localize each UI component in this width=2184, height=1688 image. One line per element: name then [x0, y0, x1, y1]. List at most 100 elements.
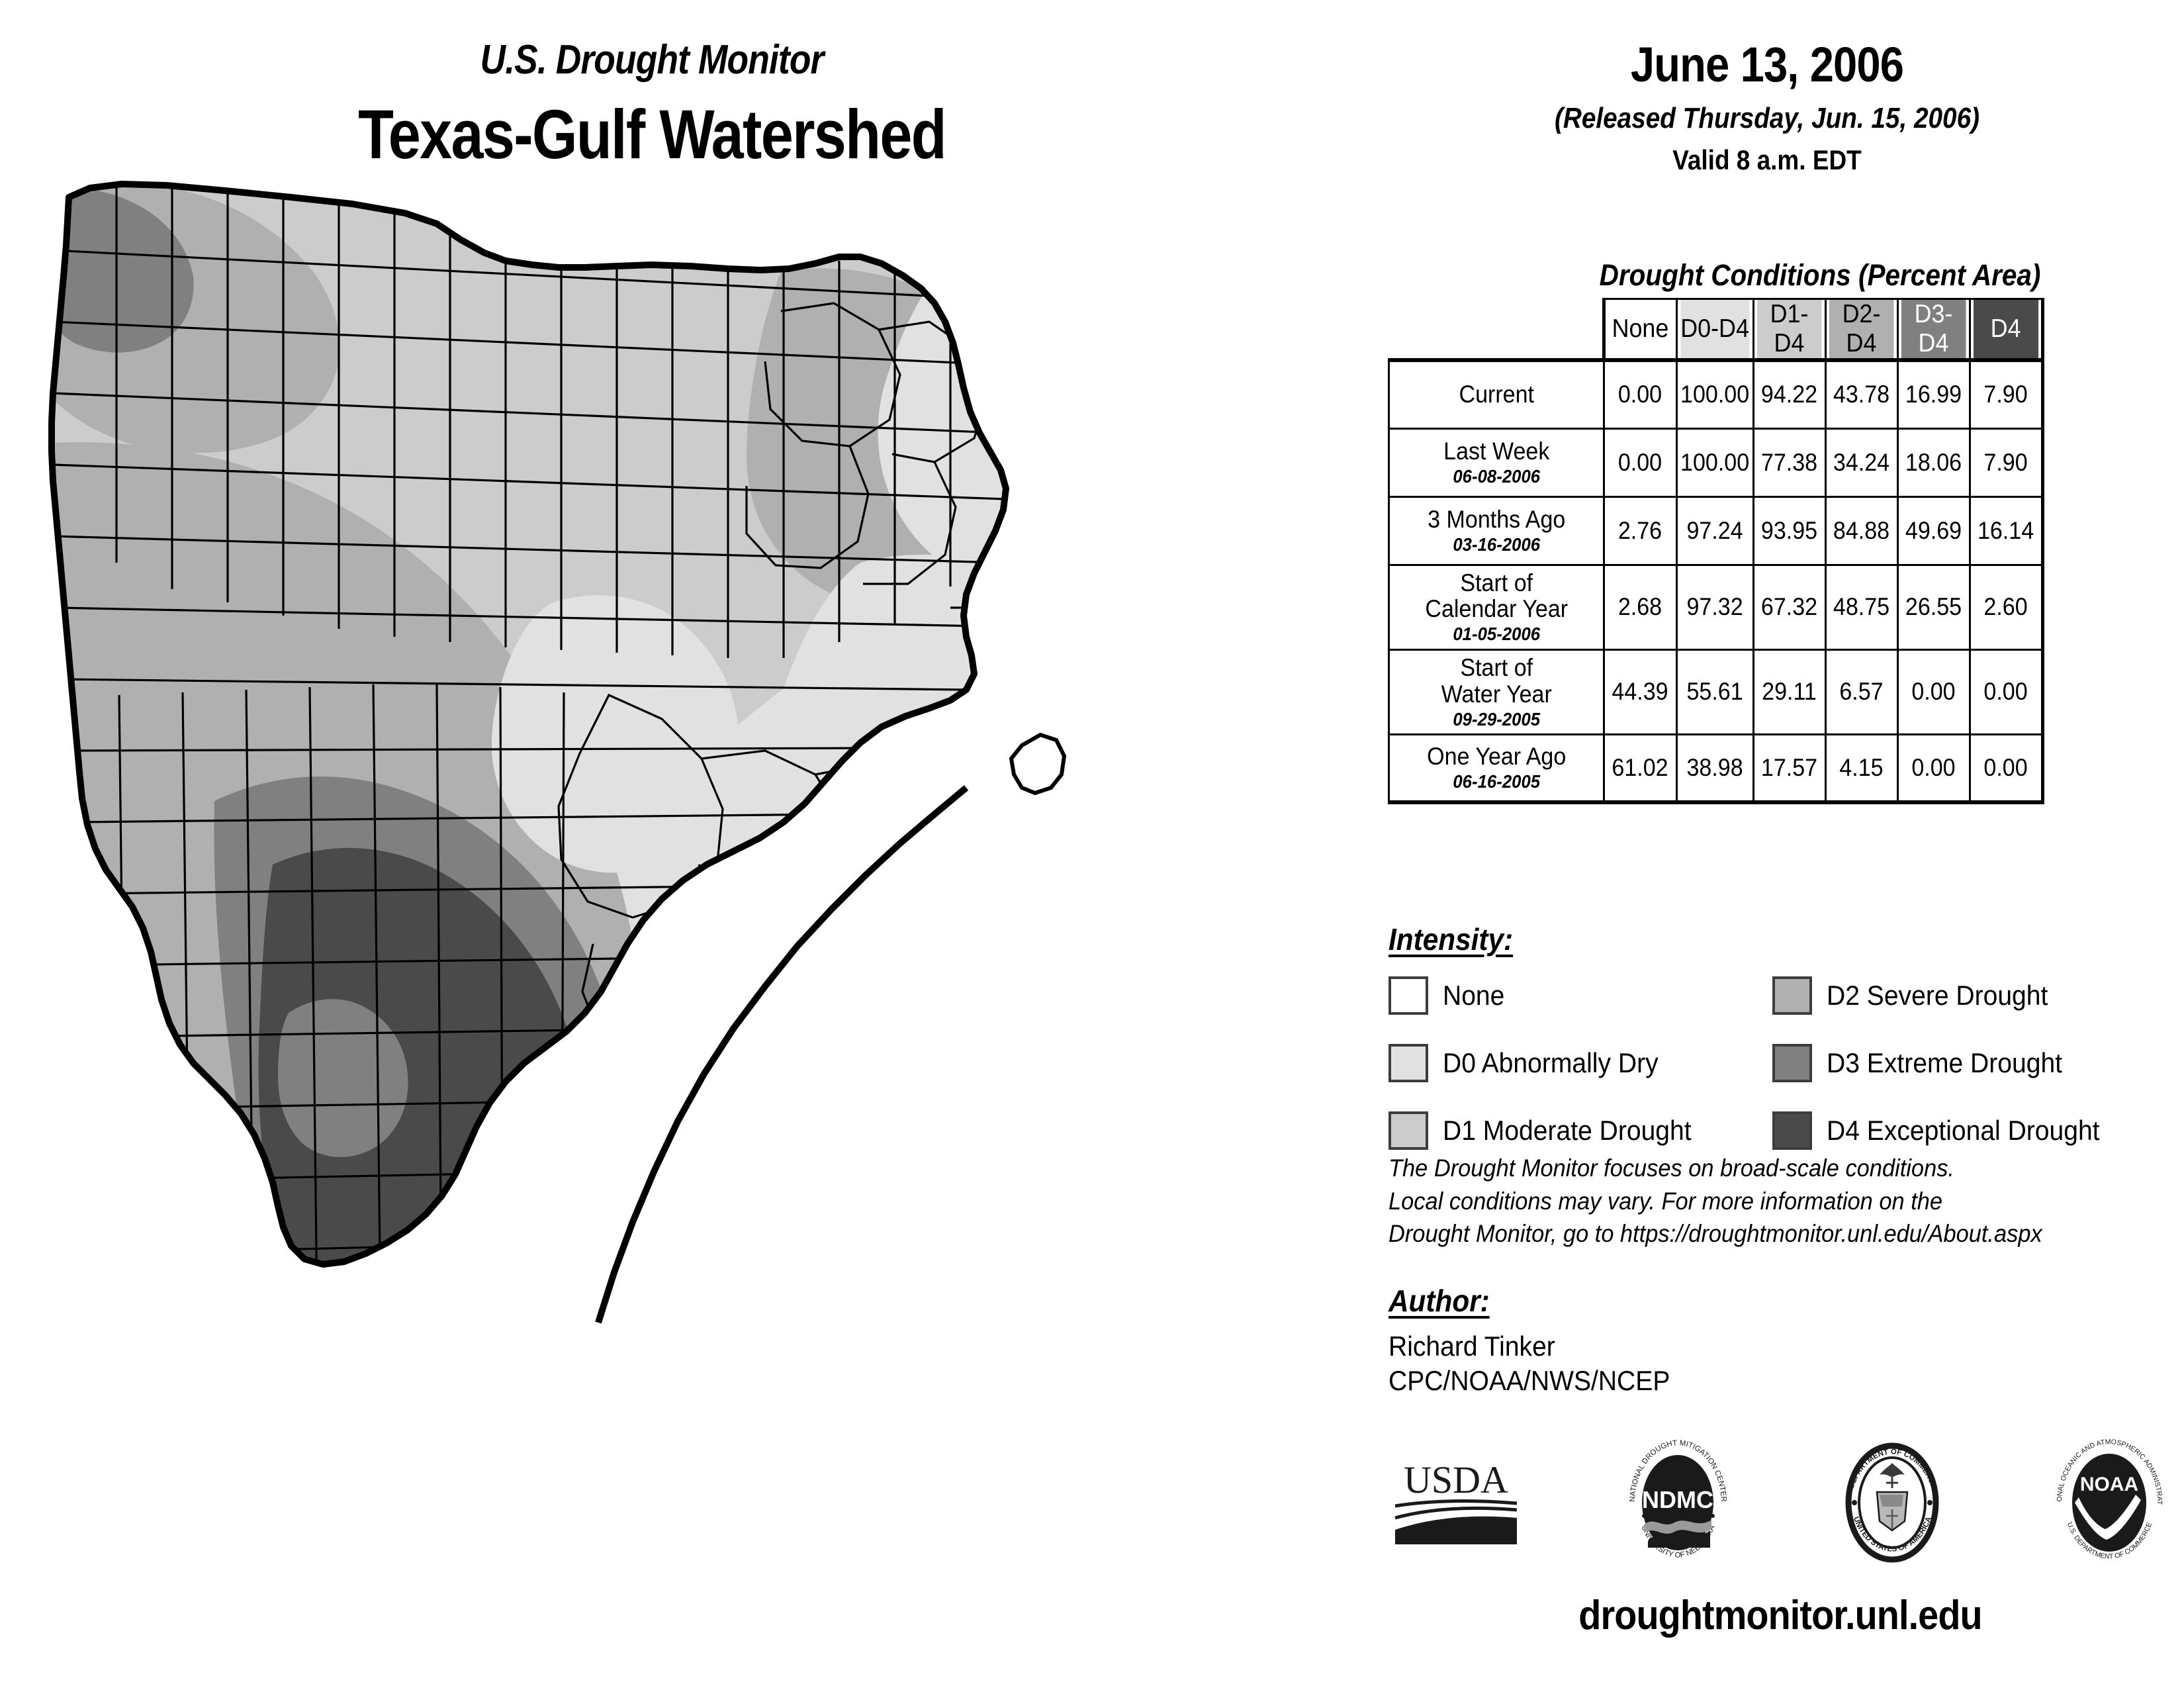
table-cell: 16.14	[1972, 495, 2042, 566]
ndmc-dot-left	[1642, 1514, 1647, 1518]
row-label: One Year Ago 06-16-2005	[1396, 733, 1596, 805]
disclaimer-line-2: Local conditions may vary. For more info…	[1388, 1187, 1943, 1215]
title-block: U.S. Drought Monitor Texas-Gulf Watershe…	[79, 36, 1224, 175]
footer-url: droughtmonitor.unl.edu	[1578, 1593, 1982, 1638]
noaa-logo: NATIONAL OCEANIC AND ATMOSPHERIC ADMINIS…	[2046, 1430, 2171, 1569]
logo-row: USDA NATIONAL DROUGHT MITIGATION CENTER …	[1390, 1430, 2171, 1569]
noaa-logo-svg: NATIONAL OCEANIC AND ATMOSPHERIC ADMINIS…	[2046, 1430, 2163, 1561]
author-affiliation: CPC/NOAA/NWS/NCEP	[1388, 1365, 1670, 1397]
legend-label: D3 Extreme Drought	[1827, 1047, 2063, 1078]
doc-eagle	[1879, 1463, 1905, 1477]
noaa-wordmark: NOAA	[2080, 1474, 2138, 1495]
row-label-date: 01-05-2006	[1452, 624, 1540, 645]
table-cell: 61.02	[1606, 733, 1674, 805]
ndmc-water-wave	[1644, 1520, 1712, 1534]
doc-logo-svg: DEPARTMENT OF COMMERCE UNITED STATES OF …	[1845, 1442, 1939, 1563]
doc-eagle-body	[1886, 1477, 1898, 1488]
ndmc-logo: NATIONAL DROUGHT MITIGATION CENTER UNIVE…	[1620, 1436, 1736, 1569]
row-label-line: Last Week	[1443, 437, 1549, 465]
table-column-header-d3-d4: D3-D4	[1899, 298, 1968, 362]
legend-label: D0 Abnormally Dry	[1443, 1047, 1659, 1078]
usda-furrow-1	[1394, 1499, 1518, 1507]
legend-label: None	[1443, 980, 1505, 1011]
row-label-line: Start of	[1459, 653, 1533, 681]
drought-shading-layers	[52, 184, 1006, 1264]
table-cell: 94.22	[1755, 358, 1824, 430]
table-cell: 100.00	[1678, 358, 1751, 430]
ndmc-dot-right	[1711, 1514, 1715, 1518]
row-label-date: 06-16-2005	[1452, 771, 1540, 792]
intensity-heading: Intensity:	[1388, 922, 1514, 957]
valid-time: Valid 8 a.m. EDT	[1672, 144, 1862, 175]
table-cell: 2.76	[1606, 495, 1674, 566]
barrier-island	[595, 785, 969, 1324]
legend-label: D1 Moderate Drought	[1443, 1115, 1692, 1146]
table-column-header-none: None	[1605, 298, 1674, 362]
page-title: Texas-Gulf Watershed	[358, 96, 946, 173]
table-cell: 0.00	[1606, 358, 1674, 430]
galveston-bay	[1009, 732, 1067, 796]
table-cell: 0.00	[1899, 648, 1968, 735]
map-svg	[48, 181, 1067, 1324]
table-cell: 93.95	[1755, 495, 1824, 566]
legend-label: D4 Exceptional Drought	[1827, 1115, 2100, 1146]
legend-entry: D3 Extreme Drought	[1772, 1039, 2183, 1087]
table-cell: 17.57	[1755, 733, 1824, 805]
table-cell: 49.69	[1899, 495, 1968, 566]
table-cell: 48.75	[1827, 563, 1896, 651]
disclaimer-text: The Drought Monitor focuses on broad-sca…	[1388, 1152, 2127, 1250]
doc-star-right	[1927, 1500, 1933, 1505]
doc-outer-ring	[1845, 1442, 1939, 1563]
table-corner-cell	[1397, 299, 1595, 361]
drought-map	[40, 165, 1337, 1423]
row-label: Start of Water Year 09-29-2005	[1396, 648, 1596, 735]
table-cell: 55.61	[1678, 648, 1751, 735]
row-label: 3 Months Ago 03-16-2006	[1396, 495, 1596, 566]
row-label-date: 06-08-2006	[1452, 465, 1540, 487]
legend-swatch	[1772, 976, 1812, 1015]
table-caption: Drought Conditions (Percent Area)	[1599, 258, 2041, 292]
table-cell: 34.24	[1827, 427, 1896, 498]
table-cell: 0.00	[1972, 733, 2042, 805]
usda-field	[1395, 1516, 1517, 1544]
issue-date: June 13, 2006	[1630, 37, 1904, 92]
table-column-header-d4: D4	[1972, 298, 2042, 362]
doc-logo: DEPARTMENT OF COMMERCE UNITED STATES OF …	[1835, 1436, 1950, 1569]
table-row: One Year Ago 06-16-2005 61.02 38.98 17.57 4.1…	[1389, 733, 2043, 805]
table-cell: 29.11	[1755, 648, 1824, 735]
table-row: 3 Months Ago 03-16-2006 2.76 97.24 93.95 84.8…	[1389, 495, 2043, 566]
legend-swatch	[1388, 1044, 1428, 1082]
table-cell: 84.88	[1827, 495, 1896, 566]
legend-swatch	[1772, 1111, 1812, 1150]
table-cell: 6.57	[1827, 648, 1896, 735]
release-date: (Released Thursday, Jun. 15, 2006)	[1554, 102, 1980, 134]
table-cell: 44.39	[1606, 648, 1674, 735]
doc-shield-lighthouse	[1886, 1509, 1898, 1529]
table-row: Start of Calendar Year 01-05-2006 2.68 97.32…	[1389, 563, 2043, 651]
doc-star-left	[1851, 1500, 1857, 1505]
table-row: Last Week 06-08-2006 0.00 100.00 77.38 34.24 1…	[1389, 427, 2043, 498]
noaa-seagull	[2074, 1495, 2141, 1540]
legend-entry: D0 Abnormally Dry	[1388, 1039, 1772, 1087]
ndmc-land	[1648, 1530, 1711, 1548]
disclaimer-line-1: The Drought Monitor focuses on broad-sca…	[1388, 1154, 1954, 1182]
author-heading: Author:	[1388, 1284, 1490, 1318]
legend-swatch	[1388, 1111, 1428, 1150]
row-label-date: 03-16-2006	[1452, 534, 1540, 555]
table-cell: 38.98	[1678, 733, 1751, 805]
legend-label: D2 Severe Drought	[1827, 980, 2048, 1011]
ndmc-wordmark: NDMC	[1642, 1486, 1713, 1513]
table-cell: 0.00	[1972, 648, 2042, 735]
table-cell: 0.00	[1899, 733, 1968, 805]
ndmc-logo-svg: NATIONAL DROUGHT MITIGATION CENTER UNIVE…	[1629, 1439, 1727, 1559]
row-label-line: Calendar Year	[1424, 595, 1568, 623]
row-label: Last Week 06-08-2006	[1396, 427, 1596, 498]
legend-entry: D4 Exceptional Drought	[1772, 1107, 2183, 1154]
table-header: None D0-D4 D1-D4 D2-D4 D3-D4 D4	[1389, 298, 2043, 362]
legend-entry: D2 Severe Drought	[1772, 972, 2183, 1019]
row-label-line: Current	[1458, 381, 1534, 408]
legend-entry: None	[1388, 972, 1772, 1019]
author-name: Richard Tinker	[1388, 1331, 1555, 1362]
shading-d0-central	[491, 595, 739, 873]
table-column-header-d2-d4: D2-D4	[1827, 298, 1896, 362]
